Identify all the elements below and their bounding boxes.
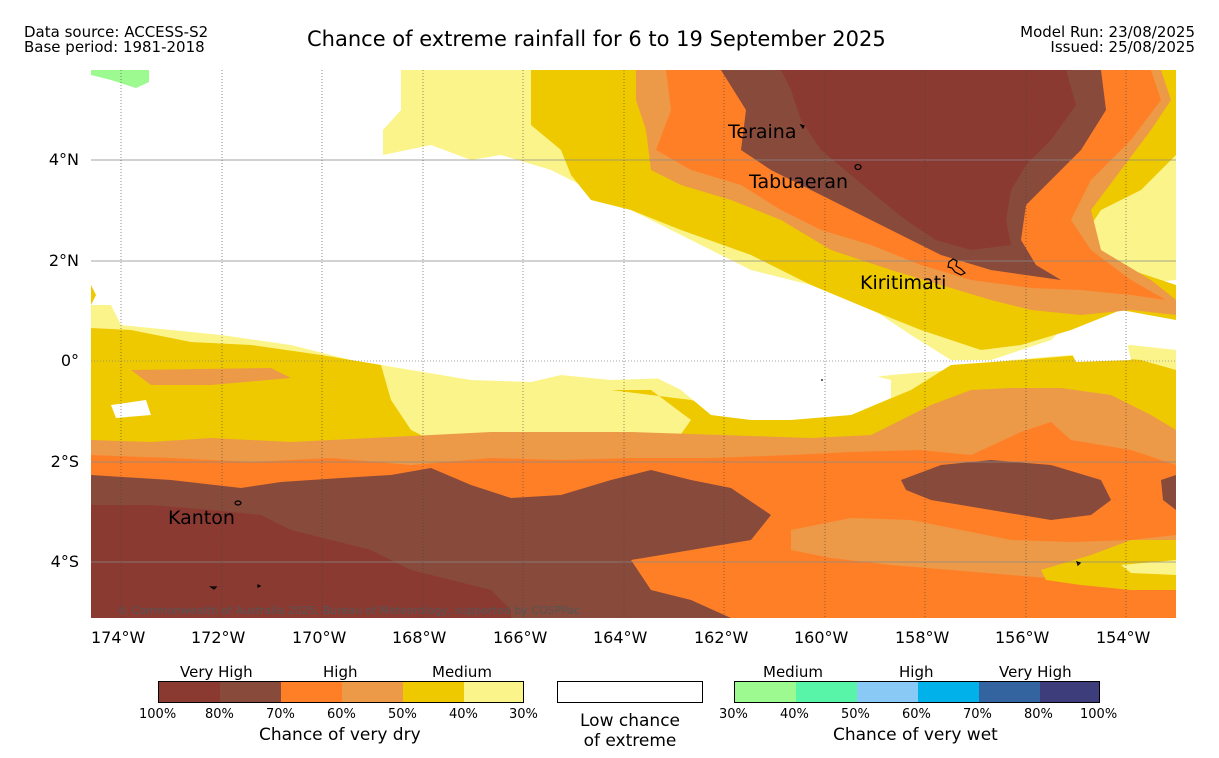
lon-tick-154w: 154°W: [1096, 628, 1151, 647]
wet-pct-50: 50%: [841, 707, 870, 722]
lat-tick-4n: 4°N: [48, 150, 79, 169]
southeast-yellow: [1041, 540, 1176, 590]
dry-pct-50: 50%: [388, 707, 417, 722]
low-chance-label-line1: Low chance: [580, 711, 680, 731]
longitude-gridlines: [120, 70, 1127, 618]
lon-tick-172w: 172°W: [191, 628, 246, 647]
dry-colorbar: [158, 681, 524, 703]
southeast-light-yellow: [1121, 560, 1176, 575]
low-chance-label-line2: of extreme: [583, 731, 677, 751]
lon-tick-156w: 156°W: [995, 628, 1050, 647]
dry-pct-70: 70%: [266, 707, 295, 722]
wet-swatch-2: [796, 682, 857, 702]
dry-swatch-5: [403, 682, 464, 702]
issued-label: Issued: 25/08/2025: [1050, 38, 1195, 56]
wet-pct-80: 80%: [1024, 707, 1053, 722]
wet-category-medium: Medium: [763, 663, 823, 681]
lon-tick-168w: 168°W: [392, 628, 447, 647]
latitude-gridlines: [91, 159, 1176, 563]
wet-category-high: High: [899, 663, 934, 681]
dry-swatch-1: [159, 682, 220, 702]
lat-tick-0: 0°: [60, 351, 79, 370]
dry-swatch-6: [464, 682, 523, 702]
wet-swatch-4: [918, 682, 979, 702]
dry-category-very-high: Very High: [180, 663, 253, 681]
dry-pct-30: 30%: [509, 707, 538, 722]
low-chance-swatch: [557, 681, 703, 703]
base-period-label: Base period: 1981-2018: [24, 38, 205, 56]
wet-swatch-3: [857, 682, 918, 702]
place-label-kiritimati: Kiritimati: [860, 272, 947, 294]
wet-colorbar: [734, 681, 1100, 703]
model-run-label: Model Run: 23/08/2025: [1020, 23, 1195, 41]
dry-category-high: High: [323, 663, 358, 681]
lat-tick-4s: 4°S: [50, 552, 79, 571]
dry-swatch-4: [342, 682, 403, 702]
map-title: Chance of extreme rainfall for 6 to 19 S…: [307, 27, 886, 51]
northwest-wet-patch: [91, 70, 149, 88]
dry-swatch-2: [220, 682, 281, 702]
west-edge-yellow: [91, 285, 96, 305]
dry-legend-title: Chance of very dry: [259, 725, 421, 745]
lon-tick-162w: 162°W: [694, 628, 749, 647]
wet-category-very-high: Very High: [999, 663, 1072, 681]
mid-orange-bar: [131, 368, 291, 385]
dry-pct-40: 40%: [449, 707, 478, 722]
place-label-teraina: Teraina: [728, 121, 797, 143]
place-label-kanton: Kanton: [168, 507, 235, 529]
wet-pct-100: 100%: [1080, 707, 1118, 722]
wet-pct-40: 40%: [780, 707, 809, 722]
islet-outline-2: [257, 584, 262, 588]
dry-pct-60: 60%: [327, 707, 356, 722]
islet-outline-1: [209, 586, 218, 590]
wet-swatch-5: [979, 682, 1040, 702]
wet-swatch-6: [1040, 682, 1099, 702]
lat-tick-2n: 2°N: [48, 251, 79, 270]
lon-tick-166w: 166°W: [493, 628, 548, 647]
kanton-island-outline: [234, 500, 242, 506]
east-dark-brown-blob: [901, 460, 1111, 520]
data-source-label: Data source: ACCESS-S2: [24, 23, 209, 41]
west-low-chance: [111, 400, 151, 418]
lon-tick-170w: 170°W: [292, 628, 347, 647]
east-edge-dark-brown: [1161, 475, 1176, 510]
lon-tick-160w: 160°W: [794, 628, 849, 647]
rainfall-map: [91, 70, 1176, 618]
wet-pct-30: 30%: [719, 707, 748, 722]
islet-outline-3: [1076, 561, 1082, 567]
dry-swatch-3: [281, 682, 342, 702]
wet-pct-60: 60%: [902, 707, 931, 722]
lon-tick-158w: 158°W: [895, 628, 950, 647]
east-low-chance: [1066, 338, 1131, 362]
kiritimati-island-outline: [947, 258, 967, 276]
lon-tick-164w: 164°W: [593, 628, 648, 647]
equator-low-chance: [571, 370, 891, 420]
lon-tick-174w: 174°W: [91, 628, 146, 647]
copyright-notice: © Commonwealth of Australia 2025, Bureau…: [117, 604, 581, 617]
lat-tick-2s: 2°S: [50, 452, 79, 471]
tabuaeran-island-outline: [854, 163, 862, 171]
place-label-tabuaeran: Tabuaeran: [749, 171, 849, 193]
wet-swatch-1: [735, 682, 796, 702]
dry-pct-80: 80%: [205, 707, 234, 722]
wet-legend-title: Chance of very wet: [833, 725, 998, 745]
wet-pct-70: 70%: [963, 707, 992, 722]
southwest-very-high-brown: [91, 505, 511, 618]
dry-pct-100: 100%: [139, 707, 177, 722]
teraina-island-outline: [799, 123, 805, 130]
dry-category-medium: Medium: [432, 663, 492, 681]
